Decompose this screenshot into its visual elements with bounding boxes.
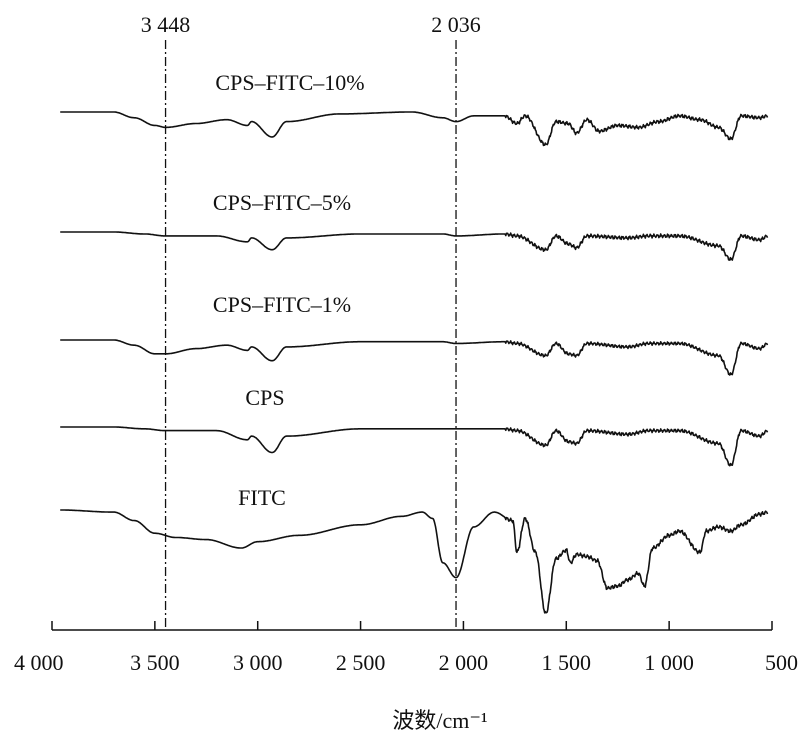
series-label: CPS–FITC–10%	[215, 70, 364, 95]
x-tick-label: 500	[765, 650, 798, 675]
series-label: CPS–FITC–5%	[213, 190, 351, 215]
spectrum-line	[60, 339, 769, 376]
reference-lines: 3 448 2 036	[141, 12, 481, 630]
x-tick-label: 4 000	[14, 650, 64, 675]
spectrum-line	[60, 231, 769, 261]
x-tick-label: 2 000	[439, 650, 489, 675]
x-tick-label: 3 000	[233, 650, 283, 675]
x-tick-label: 3 500	[130, 650, 180, 675]
spectrum-line	[60, 426, 769, 467]
x-axis-title: 波数/cm⁻¹	[392, 708, 487, 733]
spectrum-line	[60, 111, 769, 147]
x-axis-ticks: 4 000 3 500 3 000 2 500 2 000 1 500 1 000 500	[14, 621, 798, 675]
series-label: CPS–FITC–1%	[213, 292, 351, 317]
spectrum-line	[60, 509, 769, 614]
reference-line-label: 2 036	[431, 12, 481, 37]
x-tick-label: 2 500	[336, 650, 386, 675]
series-layer: CPS–FITC–10% CPS–FITC–5% CPS–FITC–1% CPS FIT…	[60, 70, 769, 614]
x-tick-label: 1 500	[542, 650, 592, 675]
reference-line-label: 3 448	[141, 12, 191, 37]
series-label: CPS	[245, 385, 284, 410]
x-tick-label: 1 000	[644, 650, 694, 675]
series-label: FITC	[238, 485, 286, 510]
